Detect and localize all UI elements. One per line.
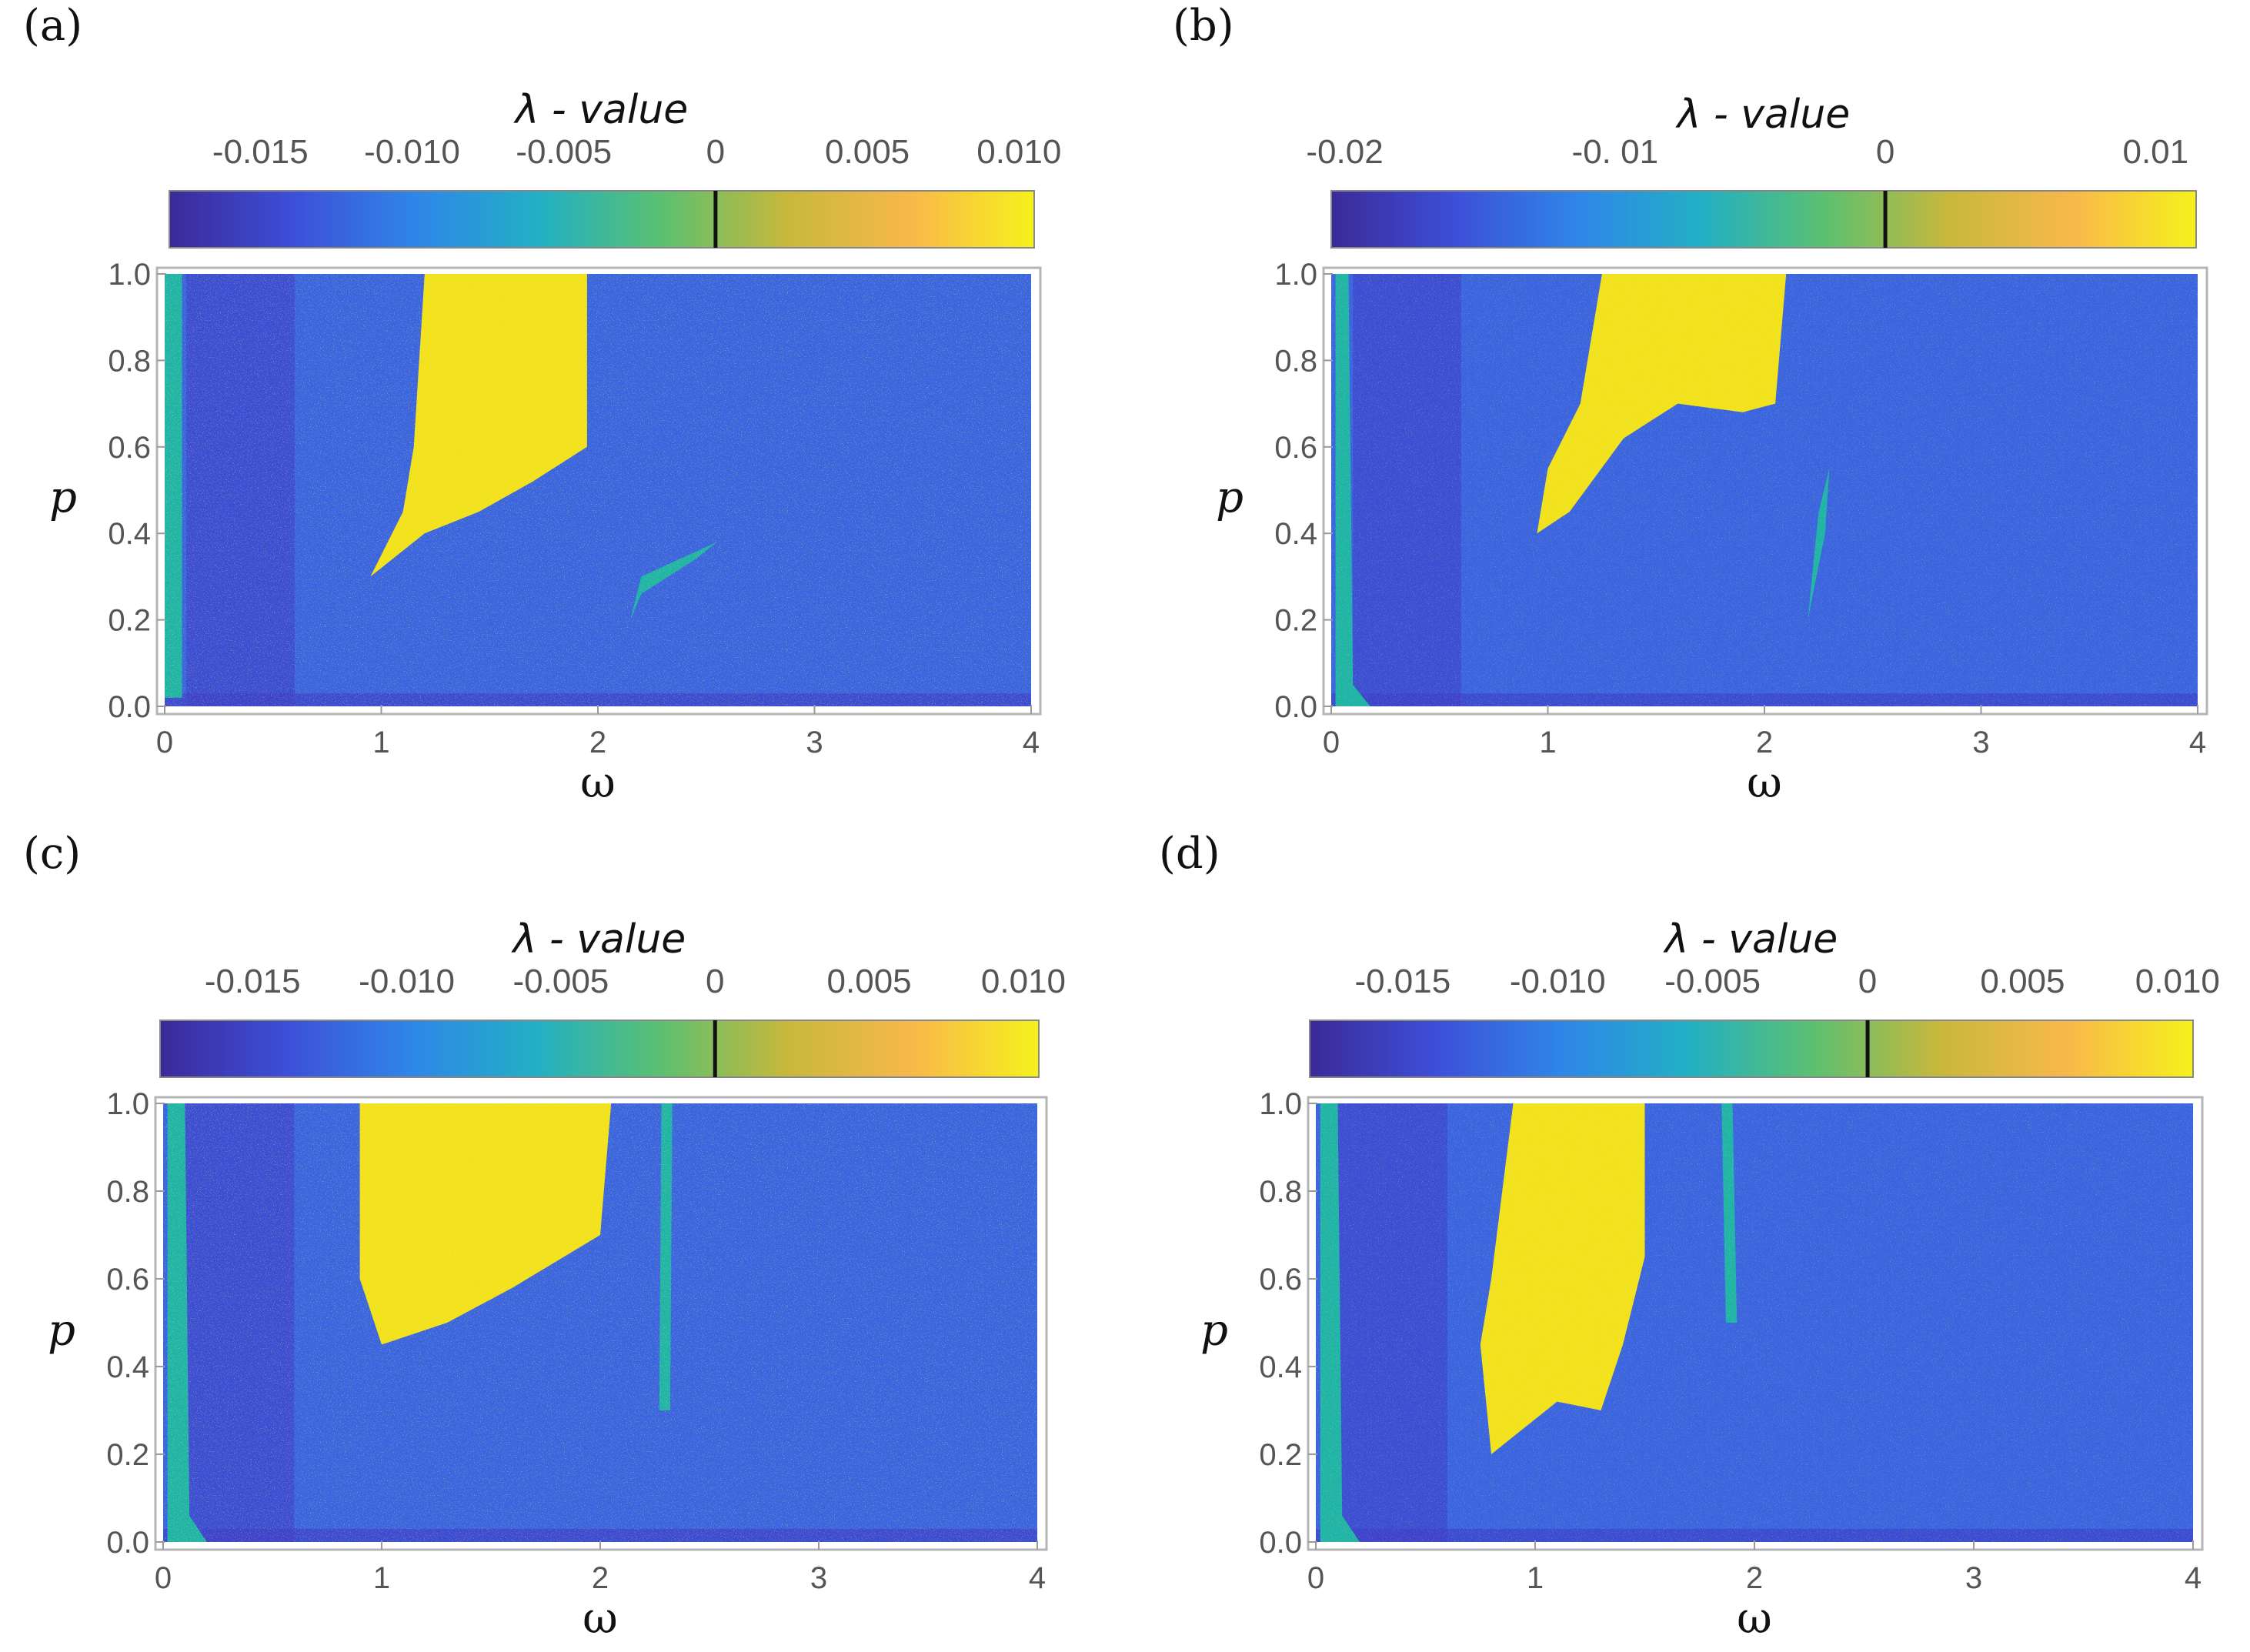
y-axis-label: p xyxy=(49,472,77,522)
x-axis-label: ω xyxy=(1737,1594,1772,1644)
colorbar-tick-label: 0.010 xyxy=(981,963,1066,1000)
colorbar-tick-label: 0 xyxy=(706,133,725,171)
colorbar-tick-label: 0.005 xyxy=(825,133,910,171)
colorbar-tick-label: 0.010 xyxy=(2135,963,2220,1000)
colorbar-title: λ - value xyxy=(511,916,686,963)
colorbar-tick-label: -0.005 xyxy=(516,133,612,171)
x-tick-label: 0 xyxy=(156,726,173,759)
x-tick-label: 0 xyxy=(1307,1561,1324,1595)
colorbar xyxy=(1330,190,2197,249)
colorbar-tick-label: -0.010 xyxy=(1510,963,1606,1000)
x-tick-label: 3 xyxy=(810,1561,827,1595)
colorbar-tick-label: -0.015 xyxy=(212,133,309,171)
y-tick-label: 1.0 xyxy=(1274,258,1317,292)
x-tick-label: 3 xyxy=(1972,726,1989,759)
y-tick-label: 0.6 xyxy=(108,431,151,465)
colorbar-tick-label: -0.010 xyxy=(364,133,460,171)
x-tick-label: 3 xyxy=(806,726,823,759)
heatmap-speckle xyxy=(1316,1103,2193,1542)
colorbar-tick-label: 0 xyxy=(706,963,724,1000)
y-tick-label: 0.0 xyxy=(1274,690,1317,724)
y-tick-label: 0.4 xyxy=(108,517,151,551)
y-tick-label: 0.4 xyxy=(1274,517,1317,551)
colorbar-tick-label: 0.005 xyxy=(1980,963,2065,1000)
y-tick-label: 0.6 xyxy=(1274,431,1317,465)
x-axis-label: ω xyxy=(583,1594,618,1644)
heatmap-speckle xyxy=(1331,274,2198,706)
y-tick-label: 0.2 xyxy=(1274,604,1317,638)
x-axis-label: ω xyxy=(1747,758,1782,808)
heatmap xyxy=(165,274,1031,706)
x-tick-label: 4 xyxy=(2185,1561,2202,1595)
colorbar-tick-label: -0.010 xyxy=(359,963,455,1000)
y-tick-label: 0.4 xyxy=(106,1350,149,1384)
heatmap xyxy=(1316,1103,2193,1542)
colorbar-tick-label: -0. 01 xyxy=(1572,133,1659,171)
colorbar xyxy=(169,190,1035,249)
y-tick-label: 0.8 xyxy=(108,344,151,378)
y-tick-label: 0.2 xyxy=(106,1438,149,1472)
colorbar-title: λ - value xyxy=(1663,916,1838,963)
colorbar xyxy=(1309,1020,2194,1078)
panel-label: (a) xyxy=(23,1,82,51)
colorbar-title: λ - value xyxy=(1675,92,1851,138)
heatmap xyxy=(163,1103,1037,1542)
x-tick-label: 2 xyxy=(1756,726,1773,759)
y-tick-label: 0.0 xyxy=(1259,1526,1302,1560)
x-tick-label: 2 xyxy=(589,726,606,759)
y-tick-label: 1.0 xyxy=(108,258,151,292)
x-tick-label: 4 xyxy=(1023,726,1040,759)
x-tick-label: 4 xyxy=(2189,726,2206,759)
y-tick-label: 0.8 xyxy=(1274,344,1317,378)
y-tick-label: 0.2 xyxy=(1259,1438,1302,1472)
colorbar xyxy=(159,1020,1040,1078)
colorbar-tick-label: -0.02 xyxy=(1306,133,1383,171)
colorbar-tick-label: 0.005 xyxy=(827,963,912,1000)
heatmap-speckle xyxy=(163,1103,1037,1542)
x-tick-label: 1 xyxy=(373,1561,390,1595)
y-tick-label: 0.6 xyxy=(1259,1263,1302,1297)
colorbar-tick-label: -0.015 xyxy=(205,963,301,1000)
y-axis-label: p xyxy=(48,1306,75,1356)
y-tick-label: 1.0 xyxy=(106,1087,149,1121)
y-tick-label: 1.0 xyxy=(1259,1087,1302,1121)
panel-b: (b)λ - value-0.02 -0. 01 0 0.011.00.80.60.4… xyxy=(1173,1,2208,808)
colorbar-title: λ - value xyxy=(513,87,689,133)
x-tick-label: 2 xyxy=(592,1561,609,1595)
x-tick-label: 4 xyxy=(1029,1561,1046,1595)
panel-d: (d)λ - value-0.015 -0.010 -0.005 0 0.005 0.01… xyxy=(1159,829,2220,1644)
x-tick-label: 3 xyxy=(1965,1561,1982,1595)
colorbar-tick-label: 0 xyxy=(1858,963,1877,1000)
panel-label: (c) xyxy=(23,829,81,879)
y-tick-label: 0.6 xyxy=(106,1263,149,1297)
x-tick-label: 0 xyxy=(1323,726,1340,759)
colorbar-tick-label: -0.005 xyxy=(1664,963,1761,1000)
x-axis-label: ω xyxy=(580,758,616,808)
colorbar-tick-label: 0.01 xyxy=(2122,133,2188,171)
x-tick-label: 2 xyxy=(1746,1561,1763,1595)
panel-label: (b) xyxy=(1173,1,1234,51)
y-tick-label: 0.4 xyxy=(1259,1350,1302,1384)
y-tick-label: 0.8 xyxy=(106,1175,149,1209)
heatmap xyxy=(1331,274,2198,706)
y-axis-label: p xyxy=(1200,1306,1228,1356)
colorbar-tick-label: 0 xyxy=(1876,133,1894,171)
y-tick-label: 0.2 xyxy=(108,604,151,638)
x-tick-label: 1 xyxy=(1527,1561,1544,1595)
panel-c: (c)λ - value-0.015 -0.010 -0.005 0 0.005 0.01… xyxy=(23,829,1066,1644)
x-tick-label: 0 xyxy=(155,1561,172,1595)
heatmap-speckle xyxy=(165,274,1031,706)
colorbar-tick-label: -0.015 xyxy=(1354,963,1450,1000)
y-tick-label: 0.8 xyxy=(1259,1175,1302,1209)
y-axis-label: p xyxy=(1216,472,1244,522)
panel-a: (a)λ - value-0.015 -0.010 -0.005 0 0.005 0.01… xyxy=(23,1,1061,808)
x-tick-label: 1 xyxy=(1539,726,1556,759)
colorbar-tick-label: 0.010 xyxy=(976,133,1061,171)
x-tick-label: 1 xyxy=(372,726,389,759)
colorbar-tick-label: -0.005 xyxy=(513,963,609,1000)
panel-label: (d) xyxy=(1159,829,1220,879)
y-tick-label: 0.0 xyxy=(106,1526,149,1560)
y-tick-label: 0.0 xyxy=(108,690,151,724)
